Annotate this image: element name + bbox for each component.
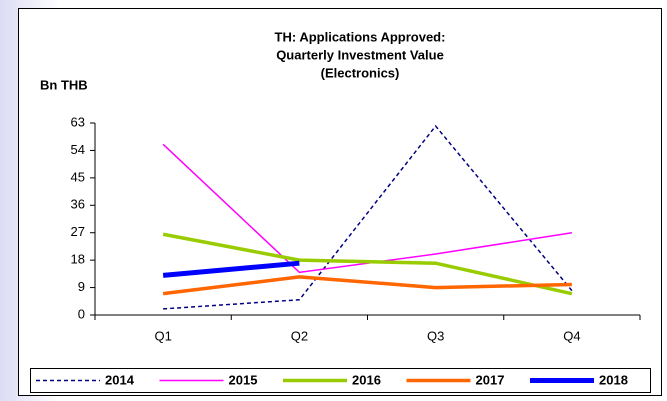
chart-frame	[18, 8, 662, 396]
y-tick-label: 9	[78, 279, 85, 294]
y-tick-label: 54	[71, 142, 85, 157]
legend-label: 2014	[105, 372, 135, 387]
series-line	[162, 275, 572, 296]
chart-title: (Electronics)	[321, 65, 400, 80]
y-tick-label: 36	[71, 197, 85, 212]
y-tick-label: 27	[71, 224, 85, 239]
x-tick-label: Q4	[563, 328, 580, 343]
x-tick-label: Q2	[291, 328, 308, 343]
y-tick-label: 45	[71, 169, 85, 184]
chart-title: TH: Applications Approved:	[275, 29, 446, 44]
legend-label: 2017	[476, 372, 505, 387]
series-line	[163, 124, 573, 310]
x-tick-label: Q3	[427, 328, 444, 343]
x-tick-label: Q1	[154, 328, 171, 343]
legend-label: 2016	[352, 372, 381, 387]
y-axis-label: Bn THB	[40, 77, 88, 92]
y-tick-label: 18	[71, 252, 85, 267]
series-line	[162, 232, 573, 296]
y-tick-label: 63	[71, 114, 85, 129]
legend-label: 2018	[599, 372, 628, 387]
y-tick-label: 0	[78, 306, 85, 321]
chart-title: Quarterly Investment Value	[276, 47, 444, 62]
legend-label: 2015	[229, 372, 258, 387]
series-line	[162, 260, 300, 278]
